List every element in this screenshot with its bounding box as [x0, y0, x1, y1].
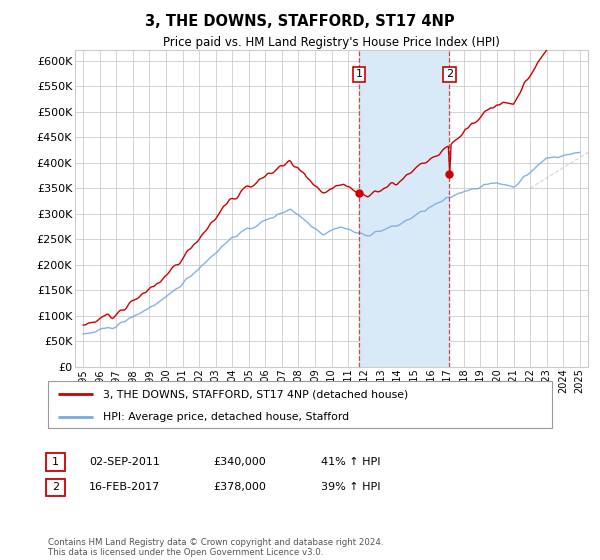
- Title: Price paid vs. HM Land Registry's House Price Index (HPI): Price paid vs. HM Land Registry's House …: [163, 36, 500, 49]
- Text: £378,000: £378,000: [213, 482, 266, 492]
- Text: 02-SEP-2011: 02-SEP-2011: [89, 457, 160, 467]
- Text: £340,000: £340,000: [213, 457, 266, 467]
- Text: 3, THE DOWNS, STAFFORD, ST17 4NP (detached house): 3, THE DOWNS, STAFFORD, ST17 4NP (detach…: [103, 389, 409, 399]
- Text: HPI: Average price, detached house, Stafford: HPI: Average price, detached house, Staf…: [103, 412, 350, 422]
- Text: 39% ↑ HPI: 39% ↑ HPI: [321, 482, 380, 492]
- Text: 1: 1: [356, 69, 362, 80]
- Text: 1: 1: [52, 457, 59, 467]
- Bar: [359, 50, 449, 367]
- Text: 2: 2: [52, 482, 59, 492]
- Text: 41% ↑ HPI: 41% ↑ HPI: [321, 457, 380, 467]
- Text: 16-FEB-2017: 16-FEB-2017: [89, 482, 160, 492]
- Text: 2: 2: [446, 69, 453, 80]
- Text: Contains HM Land Registry data © Crown copyright and database right 2024.
This d: Contains HM Land Registry data © Crown c…: [48, 538, 383, 557]
- Text: 3, THE DOWNS, STAFFORD, ST17 4NP: 3, THE DOWNS, STAFFORD, ST17 4NP: [145, 14, 455, 29]
